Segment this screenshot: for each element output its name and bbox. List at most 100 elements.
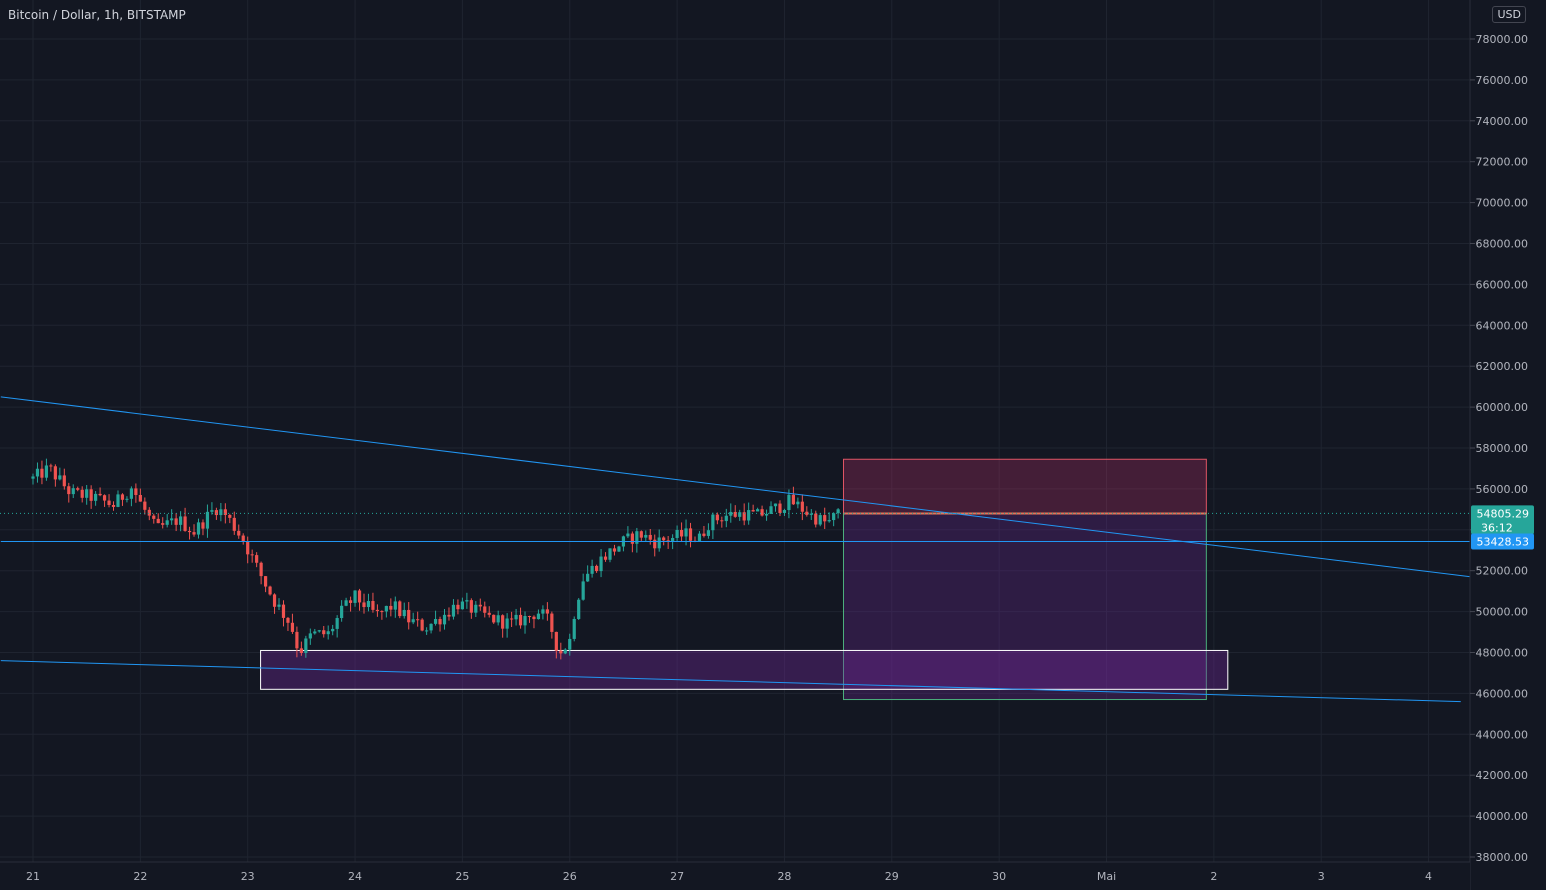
candle-body: [729, 511, 733, 516]
candle-body: [179, 516, 183, 525]
candle-body: [348, 600, 353, 603]
candle-body: [129, 488, 134, 499]
candle-body: [223, 509, 227, 515]
candle-body: [496, 615, 500, 623]
candle-body: [487, 612, 491, 615]
candle-body: [281, 604, 286, 618]
last-price-value: 54805.29: [1477, 507, 1530, 520]
price-tick-label: 74000.00: [1476, 115, 1529, 128]
candle-body: [161, 523, 165, 525]
candle-body: [255, 555, 259, 563]
candle-body: [335, 618, 339, 629]
price-tick-label: 46000.00: [1476, 687, 1529, 700]
candle-body: [626, 533, 630, 537]
candle-body: [814, 513, 818, 525]
price-tick-label: 56000.00: [1476, 483, 1529, 496]
price-tick-label: 58000.00: [1476, 442, 1529, 455]
candle-body: [210, 510, 214, 512]
price-tick-label: 48000.00: [1476, 647, 1529, 660]
currency-badge[interactable]: USD: [1492, 6, 1526, 23]
time-tick-label: 25: [455, 870, 469, 883]
candle-body: [250, 554, 254, 556]
candle-body: [657, 537, 661, 549]
level-price-badge: [1471, 533, 1534, 550]
candle-body: [532, 616, 536, 620]
candle-body: [326, 631, 330, 635]
time-tick-label: 4: [1425, 870, 1432, 883]
candle-body: [639, 531, 643, 538]
candle-body: [308, 633, 312, 639]
candle-body: [697, 533, 702, 541]
candle-body: [769, 506, 773, 514]
candle-body: [706, 530, 711, 536]
time-tick-label: 22: [133, 870, 147, 883]
price-axis-background: [1470, 0, 1546, 890]
descending-support-line[interactable]: [0, 660, 1461, 703]
candle-body: [49, 465, 53, 467]
candle-body: [165, 520, 169, 525]
candle-body: [559, 650, 563, 654]
candle-body: [277, 604, 281, 607]
time-tick-label: 28: [777, 870, 791, 883]
stop-loss-zone[interactable]: [842, 458, 1207, 514]
symbol-title[interactable]: Bitcoin / Dollar, 1h, BITSTAMP: [8, 8, 186, 22]
candle-body: [612, 548, 617, 552]
drawings[interactable]: [260, 458, 1229, 701]
candle-body: [80, 489, 84, 498]
candle-body: [380, 611, 384, 613]
candle-body: [384, 605, 388, 612]
candle-body: [174, 518, 178, 525]
price-tick-label: 72000.00: [1476, 156, 1529, 169]
candle-body: [800, 501, 804, 512]
time-tick-label: 23: [241, 870, 255, 883]
candle-body: [263, 576, 268, 587]
candle-body: [143, 501, 147, 510]
candle-body: [299, 648, 303, 653]
price-tick-label: 38000.00: [1476, 851, 1529, 864]
candle-body: [375, 609, 380, 612]
candle-body: [644, 534, 648, 538]
candlesticks: [31, 458, 840, 660]
candle-body: [290, 622, 295, 632]
candle-body: [796, 501, 800, 505]
price-tick-label: 66000.00: [1476, 278, 1529, 291]
candle-body: [246, 541, 250, 555]
candle-body: [536, 613, 541, 620]
candle-body: [407, 609, 411, 623]
candle-body: [617, 546, 621, 552]
price-tick-label: 50000.00: [1476, 606, 1529, 619]
candle-body: [514, 614, 518, 620]
candle-body: [782, 510, 787, 513]
candle-body: [205, 511, 210, 529]
candle-body: [747, 510, 751, 521]
candle-body: [608, 548, 612, 560]
candle-body: [94, 493, 98, 501]
candle-body: [116, 494, 120, 507]
price-tick-label: 42000.00: [1476, 769, 1529, 782]
time-tick-label: 26: [563, 870, 577, 883]
candle-body: [662, 537, 666, 541]
candle-body: [702, 533, 706, 536]
candle-body: [237, 530, 241, 536]
price-tick-label: 70000.00: [1476, 197, 1529, 210]
candle-body: [89, 489, 93, 501]
descending-resistance-line[interactable]: [0, 396, 1472, 578]
candle-body: [456, 604, 460, 610]
candle-body: [111, 504, 116, 507]
support-zone-rectangle[interactable]: [260, 649, 1229, 690]
time-tick-label: 21: [26, 870, 40, 883]
trendlines[interactable]: [0, 396, 1472, 703]
candle-body: [35, 468, 40, 477]
candle-body: [809, 513, 813, 515]
candle-body: [554, 631, 558, 651]
candle-body: [366, 600, 371, 608]
candle-body: [134, 488, 138, 495]
price-tick-label: 76000.00: [1476, 74, 1529, 87]
candle-body: [232, 517, 236, 531]
candle-body: [62, 475, 66, 487]
candle-body: [295, 631, 299, 649]
candle-body: [778, 503, 782, 513]
